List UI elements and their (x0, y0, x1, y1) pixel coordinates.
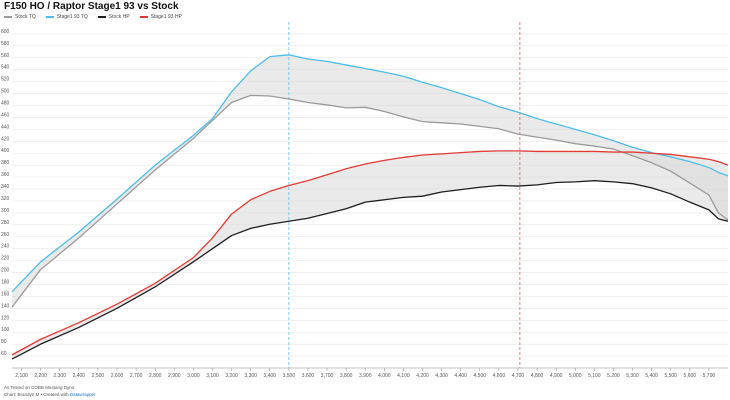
legend-swatch-stock-tq (4, 16, 12, 18)
x-tick-label-5000: 5,000 (569, 373, 582, 379)
x-tick-label-3300: 3,300 (244, 373, 257, 379)
y-tick-label-580: 580 (1, 41, 10, 47)
x-tick-label-3500: 3,500 (283, 373, 296, 379)
y-tick-label-600: 600 (1, 29, 10, 35)
y-tick-label-360: 360 (1, 172, 10, 178)
y-tick-label-500: 500 (1, 89, 10, 95)
x-tick-label-3800: 3,800 (340, 373, 353, 379)
legend-item-stock-tq: Stock TQ (4, 14, 36, 20)
x-tick-label-2100: 2,100 (15, 373, 28, 379)
y-tick-label-560: 560 (1, 53, 10, 59)
x-tick-label-5500: 5,500 (664, 373, 677, 379)
x-tick-label-4900: 4,900 (550, 373, 563, 379)
legend-label-stage1-hp: Stage1 93 HP (150, 14, 182, 20)
legend-item-stage1-hp: Stage1 93 HP (139, 14, 182, 20)
x-tick-label-4400: 4,400 (454, 373, 467, 379)
y-axis: 60 80 100 120 140 160 180 200 220 240 260 280 300 320… (1, 29, 10, 357)
x-tick-label-5700: 5,700 (703, 373, 716, 379)
chart-vertical-markers (288, 22, 521, 368)
x-tick-label-2800: 2,800 (149, 373, 162, 379)
y-tick-label-100: 100 (1, 327, 10, 333)
x-tick-label-3200: 3,200 (225, 373, 238, 379)
legend-label-stock-hp: Stock HP (108, 14, 130, 20)
x-tick-label-4000: 4,000 (378, 373, 391, 379)
y-tick-label-380: 380 (1, 160, 10, 166)
y-tick-label-400: 400 (1, 148, 10, 154)
x-tick-label-3600: 3,600 (302, 373, 315, 379)
y-tick-label-420: 420 (1, 136, 10, 142)
x-tick-label-3900: 3,900 (359, 373, 372, 379)
x-tick-label-4600: 4,600 (493, 373, 506, 379)
y-tick-label-80: 80 (1, 339, 7, 345)
x-tick-label-3400: 3,400 (264, 373, 277, 379)
y-tick-label-440: 440 (1, 124, 10, 130)
y-tick-label-120: 120 (1, 315, 10, 321)
legend-swatch-stage1-hp (139, 16, 148, 18)
x-tick-label-2300: 2,300 (53, 373, 66, 379)
x-tick-label-2700: 2,700 (130, 373, 143, 379)
x-tick-label-3700: 3,700 (321, 373, 334, 379)
series-line-stage1-93-tq (11, 54, 729, 293)
y-tick-label-140: 140 (1, 303, 10, 309)
y-tick-label-180: 180 (1, 279, 10, 285)
x-tick-label-2400: 2,400 (73, 373, 86, 379)
legend-swatch-stage1-tq (45, 16, 54, 18)
chart-series-lines (11, 54, 729, 360)
x-tick-label-4700: 4,700 (512, 373, 525, 379)
x-tick-label-2500: 2,500 (92, 373, 105, 379)
chart-legend: Stock TQ Stage1 93 TQ Stock HP Stage1 93… (4, 14, 182, 20)
chart-shaded-bands (12, 54, 728, 360)
shaded-band-stock-hp-vs-stage1-93-hp (12, 150, 728, 360)
x-tick-label-5400: 5,400 (645, 373, 658, 379)
y-tick-label-480: 480 (1, 101, 10, 107)
y-tick-label-540: 540 (1, 65, 10, 71)
x-tick-label-3100: 3,100 (206, 373, 219, 379)
y-tick-label-240: 240 (1, 244, 10, 250)
x-tick-label-4100: 4,100 (397, 373, 410, 379)
footer-note: As Tested on COBB Mustang Dyno (4, 385, 75, 390)
legend-label-stage1-tq: Stage1 93 TQ (56, 14, 88, 20)
y-tick-label-200: 200 (1, 268, 10, 274)
x-tick-label-5300: 5,300 (626, 373, 639, 379)
series-line-stock-tq (11, 94, 729, 308)
x-tick-label-4200: 4,200 (416, 373, 429, 379)
x-axis: 2,100 2,200 2,300 2,400 2,500 2,600 2,700 2,800… (12, 367, 728, 379)
y-tick-label-520: 520 (1, 77, 10, 83)
x-tick-label-5200: 5,200 (607, 373, 620, 379)
x-tick-label-5100: 5,100 (588, 373, 601, 379)
x-tick-label-2600: 2,600 (111, 373, 124, 379)
footer-credit-prefix: Chart: Brandyn M • Created with (4, 392, 70, 397)
shaded-band-stock-tq-vs-stage1-93-tq (12, 54, 728, 308)
legend-swatch-stock-hp (97, 16, 106, 18)
y-tick-label-460: 460 (1, 112, 10, 118)
footer-credit: Chart: Brandyn M • Created with Datawrap… (4, 392, 96, 397)
y-tick-label-320: 320 (1, 196, 10, 202)
y-tick-label-280: 280 (1, 220, 10, 226)
x-tick-label-4800: 4,800 (531, 373, 544, 379)
x-tick-label-2200: 2,200 (34, 373, 47, 379)
y-tick-label-220: 220 (1, 256, 10, 262)
legend-label-stock-tq: Stock TQ (15, 14, 36, 20)
series-line-stage1-93-hp (11, 150, 729, 356)
legend-item-stock-hp: Stock HP (97, 14, 130, 20)
y-tick-label-340: 340 (1, 184, 10, 190)
x-tick-label-5600: 5,600 (684, 373, 697, 379)
x-tick-label-3000: 3,000 (187, 373, 200, 379)
legend-item-stage1-tq: Stage1 93 TQ (45, 14, 88, 20)
datawrapper-link[interactable]: Datawrapper (69, 392, 96, 397)
y-tick-label-160: 160 (1, 291, 10, 297)
chart-title: F150 HO / Raptor Stage1 93 vs Stock (4, 1, 179, 12)
x-tick-label-4500: 4,500 (474, 373, 487, 379)
y-tick-label-60: 60 (1, 351, 7, 357)
x-tick-label-2900: 2,900 (168, 373, 181, 379)
y-tick-label-300: 300 (1, 208, 10, 214)
y-tick-label-260: 260 (1, 232, 10, 238)
x-tick-label-4300: 4,300 (435, 373, 448, 379)
series-line-stock-hp (11, 180, 729, 360)
